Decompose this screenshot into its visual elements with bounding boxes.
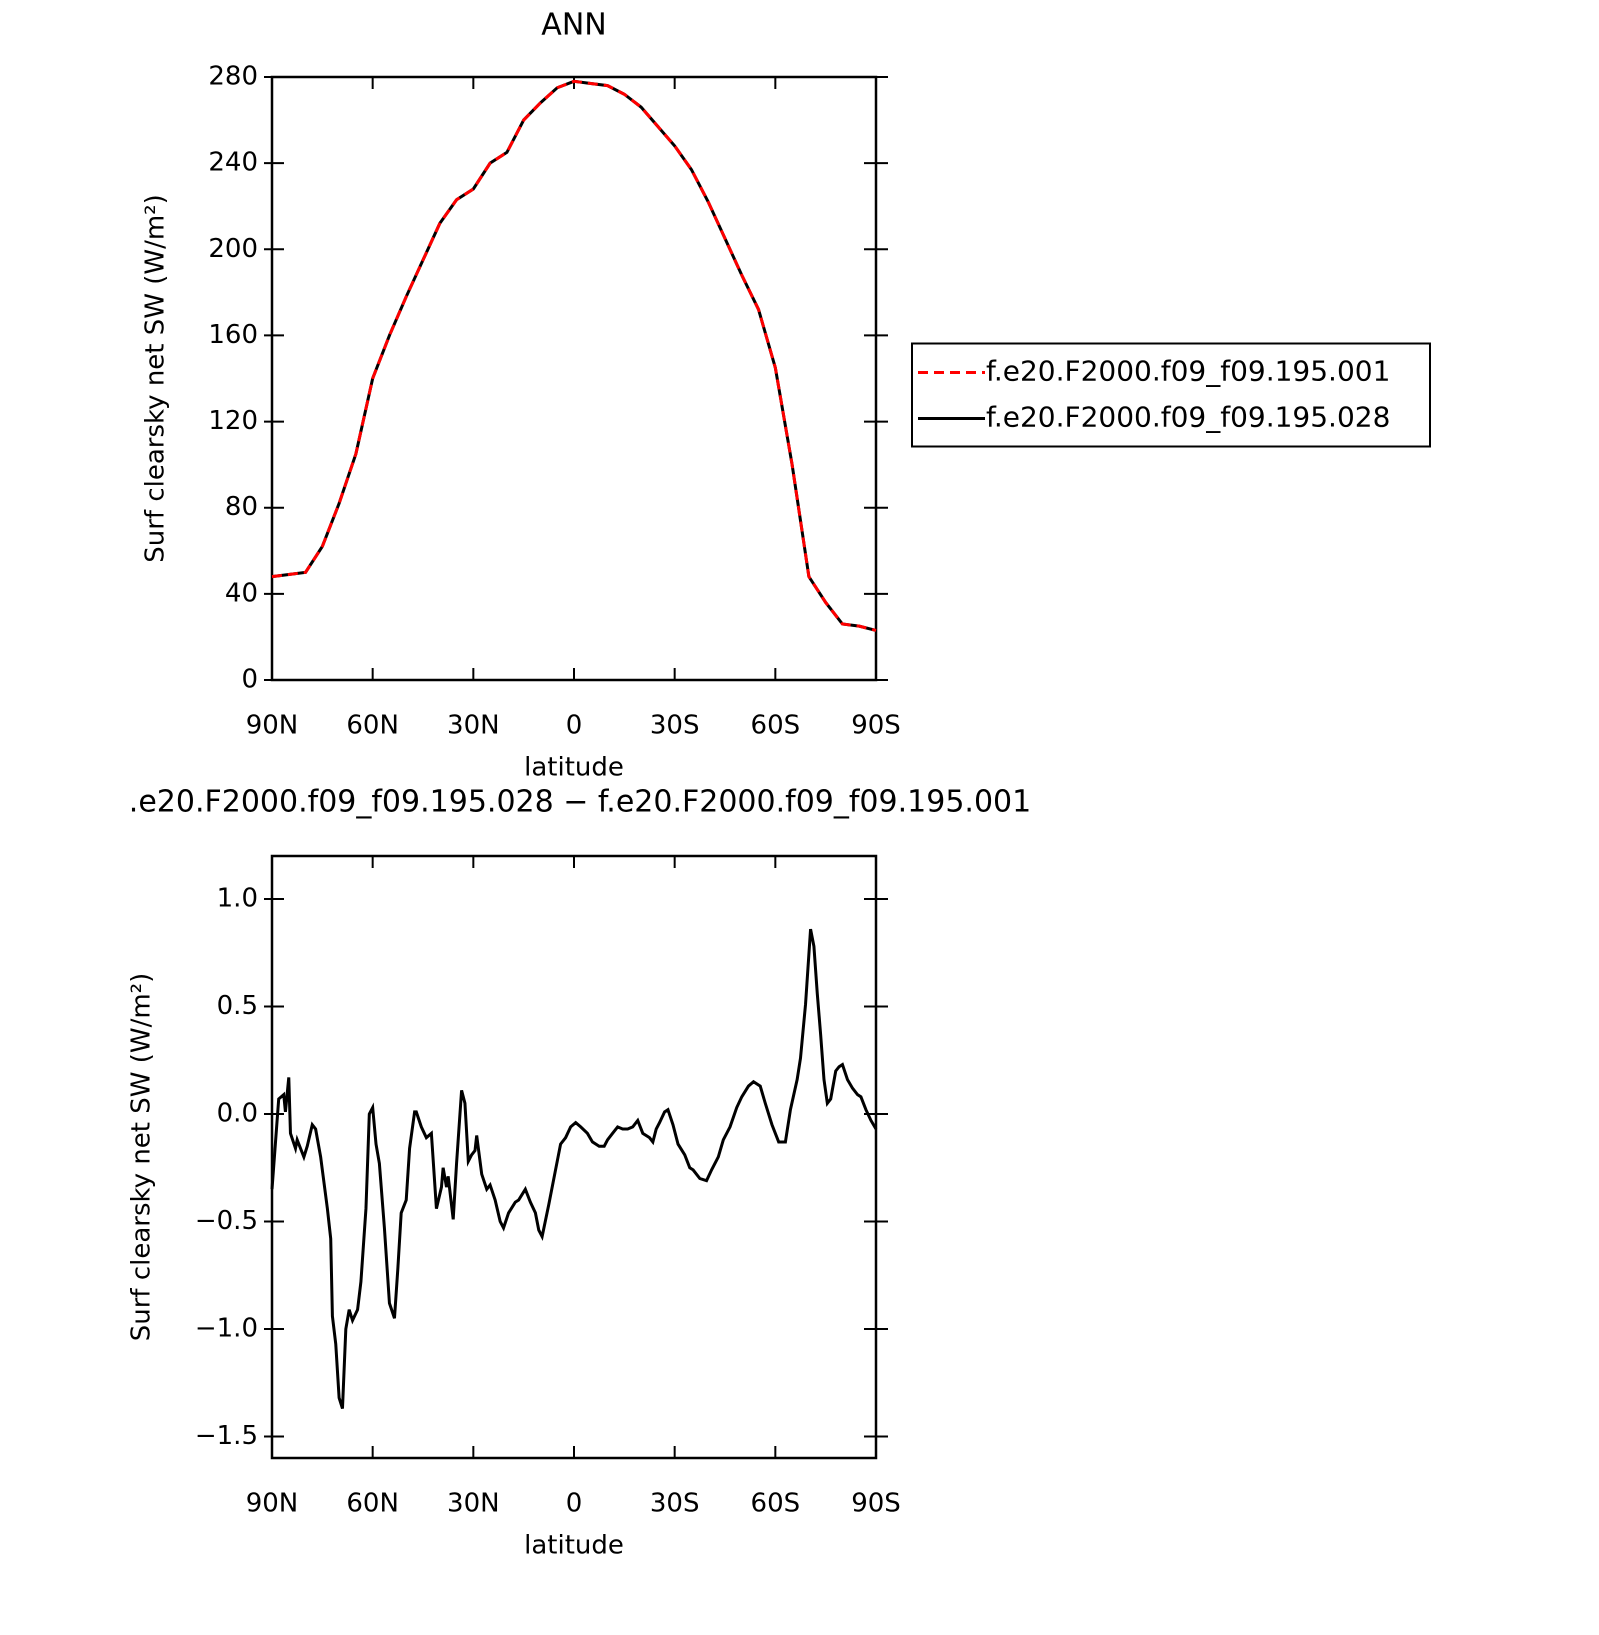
y-tick-label: −0.5 [195, 1206, 258, 1236]
x-tick-label: 60N [346, 1489, 399, 1519]
x-tick-label: 30S [650, 711, 700, 741]
chart-title: .e20.F2000.f09_f09.195.028 − f.e20.F2000… [129, 785, 1031, 820]
legend-label: f.e20.F2000.f09_f09.195.028 [986, 401, 1390, 434]
legend: f.e20.F2000.f09_f09.195.001 f.e20.F2000.f… [911, 342, 1431, 448]
plot-frame [270, 75, 878, 682]
y-tick-label: 0.5 [217, 991, 258, 1021]
x-axis-label: latitude [524, 1531, 624, 1561]
data-line [271, 79, 877, 632]
y-tick-label: 0 [241, 665, 258, 695]
x-axis-label: latitude [524, 753, 624, 783]
y-tick-label: −1.0 [195, 1314, 258, 1344]
y-tick-label: 40 [225, 578, 258, 608]
y-tick-label: 160 [208, 320, 258, 350]
y-tick-label: 200 [208, 234, 258, 264]
x-tick-label: 90N [246, 711, 299, 741]
data-line [271, 79, 877, 632]
y-tick-label: 280 [208, 62, 258, 92]
x-tick-label: 0 [566, 1489, 583, 1519]
y-tick-label: 240 [208, 148, 258, 178]
y-tick-label: 1.0 [217, 884, 258, 914]
y-axis-label: Surf clearsky net SW (W/m²) [127, 973, 157, 1341]
x-tick-label: 30N [447, 711, 500, 741]
x-tick-label: 60N [346, 711, 399, 741]
chart-title: ANN [541, 8, 606, 43]
x-tick-label: 60S [751, 711, 801, 741]
plot-frame [270, 854, 878, 1460]
x-tick-label: 0 [566, 711, 583, 741]
x-tick-label: 90S [851, 1489, 901, 1519]
data-line [270, 928, 878, 1409]
y-axis-label: Surf clearsky net SW (W/m²) [141, 194, 171, 562]
x-tick-label: 90N [246, 1489, 299, 1519]
x-tick-label: 60S [751, 1489, 801, 1519]
x-tick-label: 30N [447, 1489, 500, 1519]
x-tick-label: 90S [851, 711, 901, 741]
y-tick-label: 0.0 [217, 1099, 258, 1129]
legend-box [911, 342, 1431, 448]
y-tick-label: −1.5 [195, 1421, 258, 1451]
y-tick-label: 80 [225, 492, 258, 522]
y-tick-label: 120 [208, 406, 258, 436]
x-tick-label: 30S [650, 1489, 700, 1519]
legend-label: f.e20.F2000.f09_f09.195.001 [986, 355, 1390, 388]
